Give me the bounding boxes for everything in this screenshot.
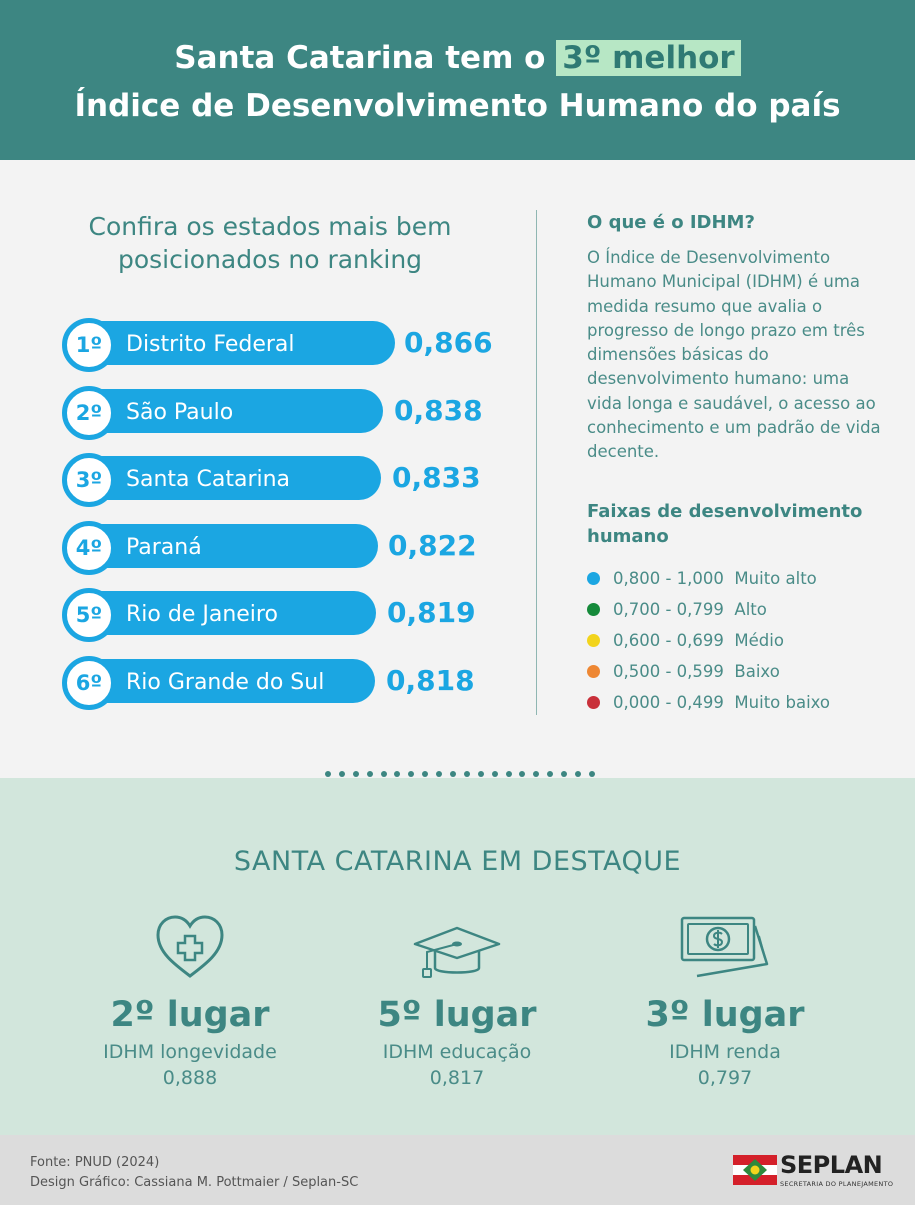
headline-line-1: Santa Catarina tem o 3º melhor	[0, 40, 915, 76]
stat-place: 3º lugar	[645, 995, 805, 1035]
rank-position: 2º	[62, 386, 116, 440]
idhm-info: O que é o IDHM? O Índice de Desenvolvime…	[587, 212, 887, 718]
rank-position: 4º	[62, 521, 116, 575]
rank-bar	[82, 524, 378, 568]
dot-icon	[587, 664, 600, 678]
rank-value: 0,838	[394, 394, 483, 427]
dot-icon	[587, 571, 600, 585]
faixas-title: Faixas de desenvolvimento humano	[587, 500, 863, 547]
sc-flag-icon	[733, 1155, 777, 1185]
legend-item-medio: 0,600 - 0,699 Médio	[587, 625, 887, 656]
rank-bar	[82, 321, 395, 365]
column-divider	[536, 210, 537, 715]
legend-item-baixo: 0,500 - 0,599 Baixo	[587, 656, 887, 687]
stat-longevidade: 2º lugar IDHM longevidade 0,888	[55, 908, 325, 1089]
stat-label: IDHM renda	[669, 1041, 781, 1063]
stat-label: IDHM longevidade	[103, 1041, 277, 1063]
footer-source: Fonte: PNUD (2024)	[30, 1155, 160, 1170]
rank-bar	[82, 456, 381, 500]
legend-item-muito-baixo: 0,000 - 0,499 Muito baixo	[587, 687, 887, 718]
info-title: O que é o IDHM?	[587, 212, 755, 233]
dot-icon	[587, 695, 600, 709]
money-bills-icon	[590, 908, 860, 980]
rank-position: 6º	[62, 656, 116, 710]
rank-state: Rio Grande do Sul	[126, 670, 325, 695]
rank-value: 0,818	[386, 664, 475, 697]
legend-range: 0,800 - 1,000	[613, 568, 724, 588]
rank-position: 5º	[62, 588, 116, 642]
logo-subtitle: SECRETARIA DO PLANEJAMENTO	[780, 1180, 894, 1188]
stat-value: 0,797	[697, 1067, 753, 1089]
legend-label: Baixo	[734, 661, 780, 681]
stat-value: 0,888	[162, 1067, 218, 1089]
legend-range: 0,600 - 0,699	[613, 630, 724, 650]
legend-label: Muito baixo	[734, 692, 831, 712]
rank-state: Santa Catarina	[126, 467, 291, 492]
headline-line-2: Índice de Desenvolvimento Humano do país	[74, 88, 841, 124]
seplan-logo: SEPLAN SECRETARIA DO PLANEJAMENTO	[733, 1151, 893, 1193]
footer: Fonte: PNUD (2024) Design Gráfico: Cassi…	[0, 1135, 915, 1205]
rank-state: Rio de Janeiro	[126, 602, 278, 627]
legend-range: 0,700 - 0,799	[613, 599, 724, 619]
stat-renda: 3º lugar IDHM renda 0,797	[590, 908, 860, 1089]
rank-state: Paraná	[126, 535, 202, 560]
legend-label: Alto	[734, 599, 767, 619]
stat-place: 5º lugar	[377, 995, 537, 1035]
rank-value: 0,822	[388, 529, 477, 562]
legend-range: 0,000 - 0,499	[613, 692, 724, 712]
legend-label: Muito alto	[734, 568, 817, 588]
rank-bar	[82, 591, 376, 635]
info-description: O Índice de Desenvolvimento Humano Munic…	[587, 248, 881, 462]
dot-icon	[587, 602, 600, 616]
rank-value: 0,833	[392, 461, 481, 494]
highlight-section: SANTA CATARINA EM DESTAQUE 2º lugar IDHM…	[0, 778, 915, 1135]
footer-design: Design Gráfico: Cassiana M. Pottmaier / …	[30, 1175, 359, 1190]
legend: 0,800 - 1,000 Muito alto 0,700 - 0,799 A…	[587, 563, 887, 718]
rank-bar	[82, 659, 375, 703]
rank-position: 3º	[62, 453, 116, 507]
rank-value: 0,866	[404, 326, 493, 359]
graduation-cap-icon	[322, 908, 592, 980]
highlight-title: SANTA CATARINA EM DESTAQUE	[233, 846, 682, 877]
dot-icon	[587, 633, 600, 647]
heart-plus-icon	[55, 908, 325, 980]
ranking-title: Confira os estados mais bem posicionados…	[88, 212, 452, 274]
rank-state: São Paulo	[126, 400, 234, 425]
legend-item-alto: 0,700 - 0,799 Alto	[587, 594, 887, 625]
legend-range: 0,500 - 0,599	[613, 661, 724, 681]
dotted-separator	[325, 771, 595, 781]
logo-name: SEPLAN	[780, 1151, 883, 1179]
header-banner: Santa Catarina tem o 3º melhor Índice de…	[0, 0, 915, 160]
stat-label: IDHM educação	[382, 1041, 532, 1063]
legend-label: Médio	[734, 630, 784, 650]
stat-place: 2º lugar	[110, 995, 270, 1035]
headline-highlight: 3º melhor	[556, 40, 741, 76]
legend-item-muito-alto: 0,800 - 1,000 Muito alto	[587, 563, 887, 594]
rank-state: Distrito Federal	[126, 332, 295, 357]
headline-prefix: Santa Catarina tem o	[174, 40, 557, 76]
stat-value: 0,817	[429, 1067, 485, 1089]
rank-value: 0,819	[387, 596, 476, 629]
footer-credits: Fonte: PNUD (2024) Design Gráfico: Cassi…	[30, 1153, 358, 1193]
rank-position: 1º	[62, 318, 116, 372]
stat-educacao: 5º lugar IDHM educação 0,817	[322, 908, 592, 1089]
rank-bar	[82, 389, 383, 433]
